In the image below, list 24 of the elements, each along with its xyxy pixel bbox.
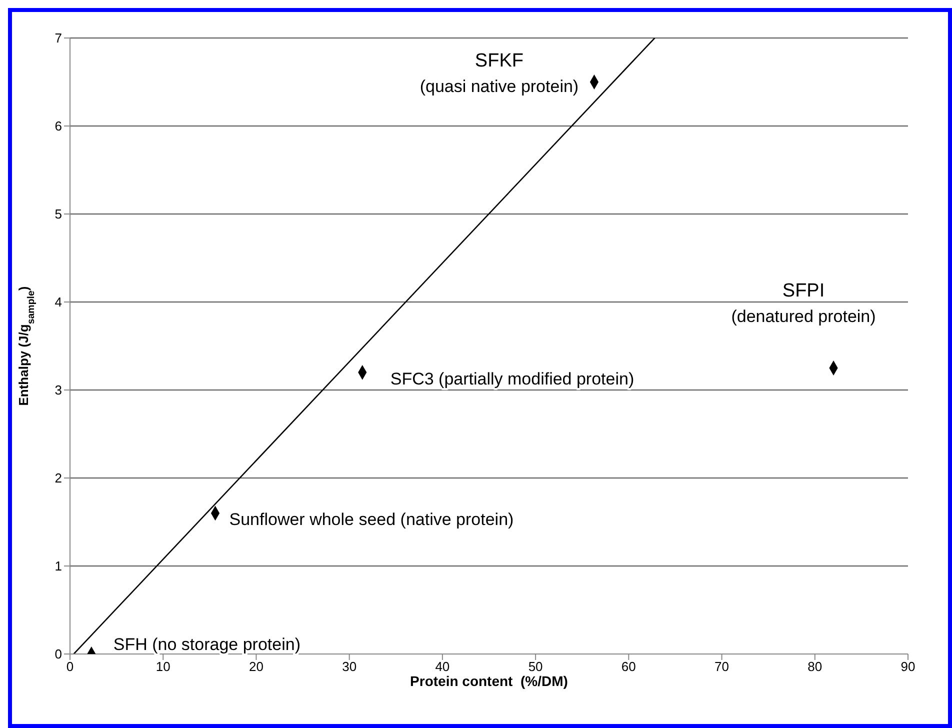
y-tick-label: 0: [54, 646, 62, 662]
x-tick-label: 70: [714, 659, 730, 674]
x-tick-label: 40: [435, 659, 450, 674]
y-tick-label: 5: [54, 206, 62, 222]
x-tick-label: 90: [900, 659, 916, 674]
x-tick-label: 30: [342, 659, 357, 674]
x-tick-label: 80: [808, 659, 822, 674]
annotation: SFPI (denatured protein): [731, 280, 876, 326]
x-tick-label: 0: [66, 659, 74, 674]
x-tick-label: 20: [248, 659, 264, 674]
y-tick-label: 6: [54, 118, 62, 134]
y-tick-label: 7: [54, 30, 62, 46]
x-tick-label: 50: [528, 659, 543, 674]
annotation: Sunflower whole seed (native protein): [229, 510, 514, 530]
x-axis-title: Protein content (%/DM): [410, 673, 568, 689]
y-tick-label: 3: [54, 382, 62, 398]
x-tick-label: 60: [621, 659, 636, 674]
annotation: SFH (no storage protein): [113, 634, 301, 654]
x-tick-label: 10: [156, 659, 170, 674]
annotation: SFKF (quasi native protein): [420, 50, 579, 96]
y-tick-label: 2: [54, 470, 62, 486]
y-tick-label: 1: [54, 558, 62, 574]
annotation: SFC3 (partially modified protein): [390, 369, 634, 388]
y-tick-label: 4: [54, 294, 62, 310]
